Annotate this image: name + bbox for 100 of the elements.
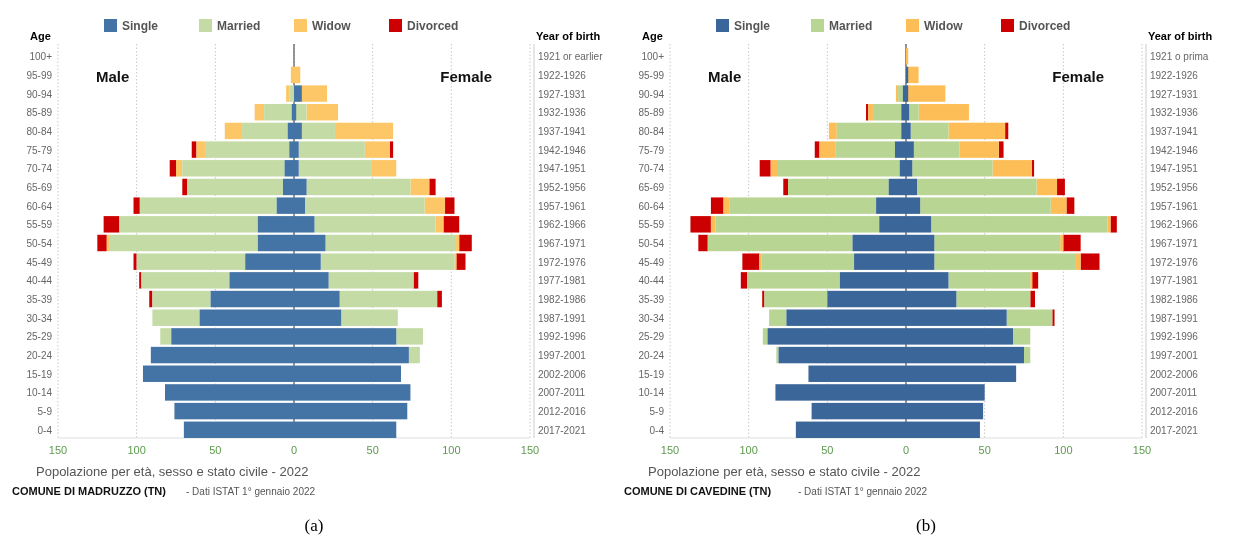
bar [437,290,442,308]
bar [762,328,768,345]
bar [298,160,372,177]
bar [1024,346,1031,364]
bar [371,160,397,177]
bar [169,160,176,177]
y2-tick-label: 1982-1986 [1150,294,1199,306]
bar [1005,122,1009,140]
bar [301,85,328,102]
y2-tick-label: 1942-1946 [538,144,587,156]
bar [761,253,855,270]
x-tick-label: 100 [127,444,146,456]
legend-label: Divorced [1019,19,1071,33]
y2-tick-label: 1982-1986 [538,294,587,306]
bar [959,141,999,158]
bar [187,178,283,196]
bar [1030,272,1033,289]
bar [289,85,294,102]
bar [948,272,1031,289]
bar [396,328,424,345]
y2-tick-label: 1922-1926 [538,69,587,81]
bar [723,197,730,214]
bar [182,178,188,196]
bar [224,122,243,140]
bar [770,160,777,177]
bar [1066,197,1075,214]
x-tick-label: 50 [209,444,222,456]
y2-tick-label: 1957-1961 [1150,200,1199,212]
bar [992,160,1032,177]
bar [707,234,853,252]
y-tick-label: 25-29 [26,331,53,343]
legend-label: Widow [924,19,964,33]
bar [783,178,788,196]
bar [920,197,1051,214]
text: COMUNE DI CAVEDINE (TN) [624,485,772,497]
bar [459,234,472,252]
bar [306,178,411,196]
bar [769,309,787,326]
bar [242,122,288,140]
y-tick-label: 40-44 [638,275,665,287]
bar [1012,328,1031,345]
bar [1107,216,1111,233]
bar [106,234,110,252]
bar [710,216,716,233]
y-axis-title: Age [30,30,51,42]
y2-tick-label: 1937-1941 [1150,125,1199,137]
y-tick-label: 80-84 [638,125,665,137]
bar [109,234,258,252]
y-tick-label: 85-89 [638,107,665,119]
bar [149,290,153,308]
y2-tick-label: 1942-1946 [1150,144,1199,156]
text: Popolazione per età, sesso e stato civile - 2022 [36,464,309,479]
y2-tick-label: 2017-2021 [1150,424,1199,436]
y-tick-label: 45-49 [26,256,53,268]
bar [139,272,142,289]
y2-tick-label: 1927-1931 [538,88,587,100]
bar [176,160,183,177]
x-tick-label: 50 [821,444,834,456]
legend-label: Divorced [407,19,459,33]
bar [742,253,760,270]
y2-tick-label: 1932-1936 [1150,107,1199,119]
bar [747,272,840,289]
text: - Dati ISTAT 1° gennaio 2022 [798,486,928,497]
bar [152,290,211,308]
bar [160,328,172,345]
y-tick-label: 75-79 [26,144,53,156]
annotation: Male [708,68,742,85]
bar [103,216,120,233]
y-tick-label: 10-14 [638,387,665,399]
x-tick-label: 150 [520,444,540,456]
bar [410,178,430,196]
y-tick-label: 25-29 [638,331,665,343]
bar [1036,178,1058,196]
y-tick-label: 35-39 [26,294,53,306]
bar [759,253,762,270]
bar [443,216,460,233]
bar [306,104,339,121]
y-tick-label: 90-94 [638,88,665,100]
bar [182,160,285,177]
bar [948,122,1006,140]
legend-label: Single [122,19,159,33]
y-tick-label: 50-54 [638,238,665,249]
bar [429,178,436,196]
bar [136,253,246,270]
y-tick-label: 75-79 [638,144,665,156]
y-tick-label: 80-84 [26,125,53,137]
bar [295,104,307,121]
y-tick-label: 35-39 [638,294,665,306]
y-tick-label: 5-9 [649,406,665,418]
y-tick-label: 65-69 [638,181,665,193]
x-tick-label: 50 [366,444,379,456]
text: COMUNE DI MADRUZZO (TN) [12,485,167,497]
bar [868,104,873,121]
text: - Dati ISTAT 1° gennaio 2022 [186,486,316,497]
y2-axis-title: Year of birth [1148,30,1213,42]
y2-tick-label: 1921 o prima [1150,51,1209,63]
bar [729,197,877,214]
bar [934,234,1061,252]
bar [1057,178,1065,196]
y-tick-label: 60-64 [26,200,53,212]
